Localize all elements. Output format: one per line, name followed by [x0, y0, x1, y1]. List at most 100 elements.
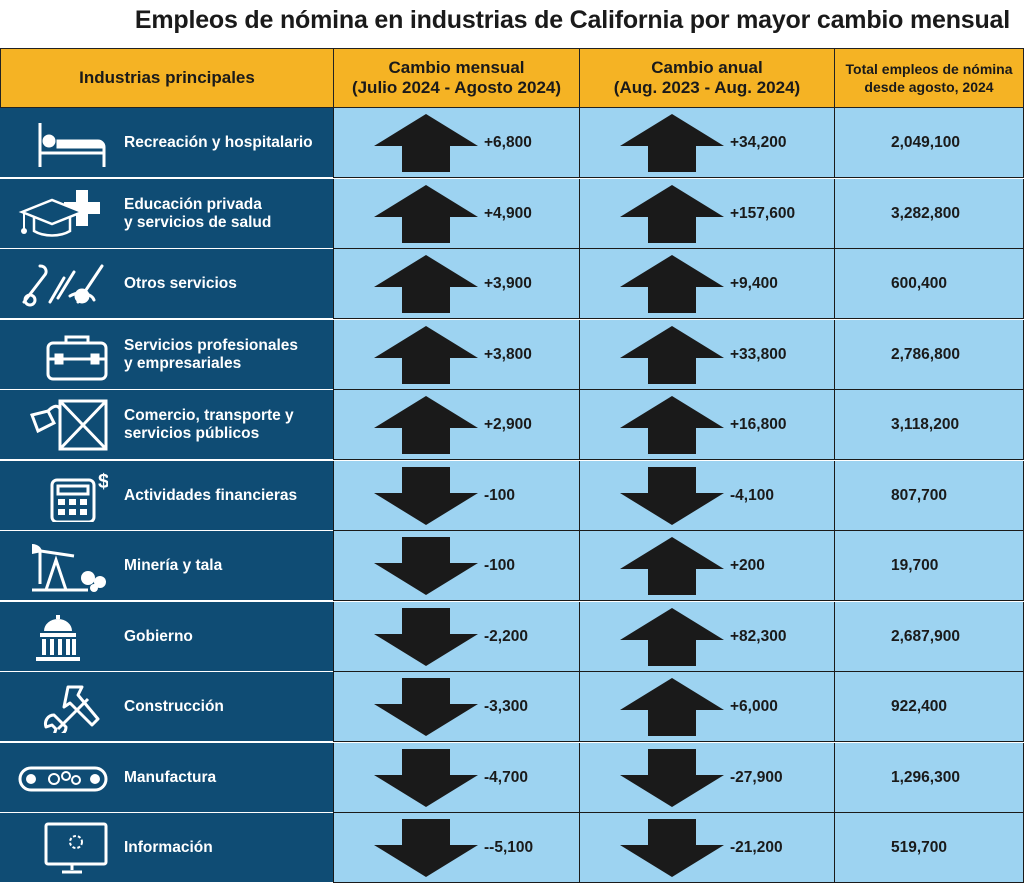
industry-cell: Otros servicios — [0, 249, 333, 319]
arrow-down-icon — [374, 607, 478, 666]
monthly-change-value: -4,700 — [484, 768, 528, 786]
total-jobs-value: 600,400 — [891, 275, 948, 292]
arrow-up-icon — [620, 255, 724, 313]
annual-change-value: +157,600 — [730, 204, 796, 222]
table-row: $ Actividades financieras -100 -4,100 807,70… — [0, 460, 1024, 531]
arrow-up-icon — [374, 184, 478, 243]
monthly-change-cell: -4,700 — [333, 742, 579, 813]
arrow-down-icon — [620, 466, 724, 525]
total-jobs-value: 2,049,100 — [891, 134, 960, 151]
calculator-dollar-icon: $ — [18, 470, 109, 523]
total-jobs-cell: 2,049,100 — [834, 108, 1024, 178]
table-row: Construcción -3,300 +6,000 922,400 — [0, 672, 1024, 742]
annual-change-value: +82,300 — [730, 627, 787, 645]
total-jobs-value: 519,700 — [891, 839, 948, 856]
industry-label: Información — [124, 839, 213, 856]
industry-cell: Comercio, transporte y servicios público… — [0, 390, 333, 460]
annual-change-value: -4,100 — [730, 486, 774, 504]
total-jobs-cell: 519,700 — [834, 813, 1024, 883]
annual-change-value: -27,900 — [730, 768, 783, 786]
shipping-crate-tag-icon — [18, 399, 108, 451]
arrow-up-icon — [374, 114, 478, 172]
industry-cell: Minería y tala — [0, 531, 333, 601]
monthly-change-cell: -2,200 — [333, 601, 579, 672]
total-jobs-cell: 807,700 — [834, 460, 1024, 531]
header-total-jobs: Total empleos de nómina desde agosto, 20… — [834, 48, 1024, 108]
total-jobs-cell: 3,282,800 — [834, 178, 1024, 249]
monthly-change-cell: -3,300 — [333, 672, 579, 742]
annual-change-value: +6,000 — [730, 698, 778, 715]
monthly-change-value: -3,300 — [484, 698, 528, 715]
industry-cell: Educación privada y servicios de salud — [0, 178, 333, 249]
annual-change-value: +9,400 — [730, 275, 778, 292]
monthly-change-cell: --5,100 — [333, 813, 579, 883]
monthly-change-value: --5,100 — [484, 839, 534, 856]
industry-cell: $ Actividades financieras — [0, 460, 333, 531]
hammer-wrench-icon — [18, 681, 108, 737]
payroll-table: Industrias principales Cambio mensual (J… — [0, 48, 1024, 883]
computer-monitor-icon — [18, 822, 108, 874]
arrow-up-icon — [374, 255, 478, 313]
monthly-change-cell: +4,900 — [333, 178, 579, 249]
annual-change-value: +16,800 — [730, 416, 787, 433]
table-row: Otros servicios +3,900 +9,400 600,400 — [0, 249, 1024, 319]
industry-label: Servicios profesionales y empresariales — [124, 336, 299, 372]
monthly-change-value: +6,800 — [484, 134, 532, 151]
arrow-up-icon — [620, 114, 724, 172]
total-jobs-value: 922,400 — [891, 698, 948, 715]
annual-change-value: -21,200 — [730, 839, 783, 856]
annual-change-value: +33,800 — [730, 345, 787, 363]
monthly-change-cell: -100 — [333, 460, 579, 531]
arrow-down-icon — [374, 678, 478, 736]
monthly-change-cell: +3,900 — [333, 249, 579, 319]
table-row: Educación privada y servicios de salud +4… — [0, 178, 1024, 249]
monthly-change-value: -2,200 — [484, 627, 528, 645]
arrow-up-icon — [374, 325, 478, 384]
briefcase-icon — [18, 329, 108, 381]
industry-label: Gobierno — [124, 627, 193, 645]
page-title: Empleos de nómina en industrias de Calif… — [134, 6, 1010, 34]
annual-change-cell: +16,800 — [579, 390, 834, 460]
total-jobs-value: 2,786,800 — [891, 345, 960, 363]
graduation-cap-medical-cross-icon — [18, 188, 108, 240]
monthly-change-value: +3,800 — [484, 345, 532, 363]
monthly-change-value: -100 — [484, 486, 516, 504]
arrow-up-icon — [620, 396, 724, 454]
monthly-change-cell: +6,800 — [333, 108, 579, 178]
header-industry: Industrias principales — [0, 48, 333, 108]
header-annual-change: Cambio anual (Aug. 2023 - Aug. 2024) — [579, 48, 834, 108]
industry-label: Minería y tala — [124, 557, 223, 574]
total-jobs-cell: 2,786,800 — [834, 319, 1024, 390]
arrow-up-icon — [620, 607, 724, 666]
table-row: Minería y tala -100 +200 19,700 — [0, 531, 1024, 601]
total-jobs-value: 3,118,200 — [891, 416, 960, 433]
industry-label: Recreación y hospitalario — [124, 134, 313, 151]
industry-cell: Manufactura — [0, 742, 333, 813]
arrow-up-icon — [620, 678, 724, 736]
tools-scissors-icon — [18, 258, 108, 310]
annual-change-cell: +82,300 — [579, 601, 834, 672]
annual-change-cell: +200 — [579, 531, 834, 601]
arrow-down-icon — [620, 819, 724, 877]
industry-label: Otros servicios — [124, 275, 237, 292]
total-jobs-value: 1,296,300 — [891, 768, 960, 786]
table-row: Gobierno -2,200 +82,300 2,687,900 — [0, 601, 1024, 672]
table-row: Comercio, transporte y servicios público… — [0, 390, 1024, 460]
industry-cell: Recreación y hospitalario — [0, 108, 333, 178]
capitol-building-icon — [18, 611, 108, 663]
total-jobs-value: 2,687,900 — [891, 627, 960, 645]
arrow-up-icon — [620, 537, 724, 595]
arrow-down-icon — [374, 819, 478, 877]
monthly-change-value: -100 — [484, 557, 516, 574]
bed-icon — [18, 117, 108, 169]
total-jobs-value: 807,700 — [891, 486, 948, 504]
annual-change-cell: -4,100 — [579, 460, 834, 531]
annual-change-cell: -21,200 — [579, 813, 834, 883]
industry-cell: Información — [0, 813, 333, 883]
annual-change-cell: +6,000 — [579, 672, 834, 742]
total-jobs-cell: 1,296,300 — [834, 742, 1024, 813]
table-row: Recreación y hospitalario +6,800 +34,200 2,… — [0, 108, 1024, 178]
total-jobs-cell: 3,118,200 — [834, 390, 1024, 460]
industry-cell: Gobierno — [0, 601, 333, 672]
header-monthly-change: Cambio mensual (Julio 2024 - Agosto 2024… — [333, 48, 579, 108]
